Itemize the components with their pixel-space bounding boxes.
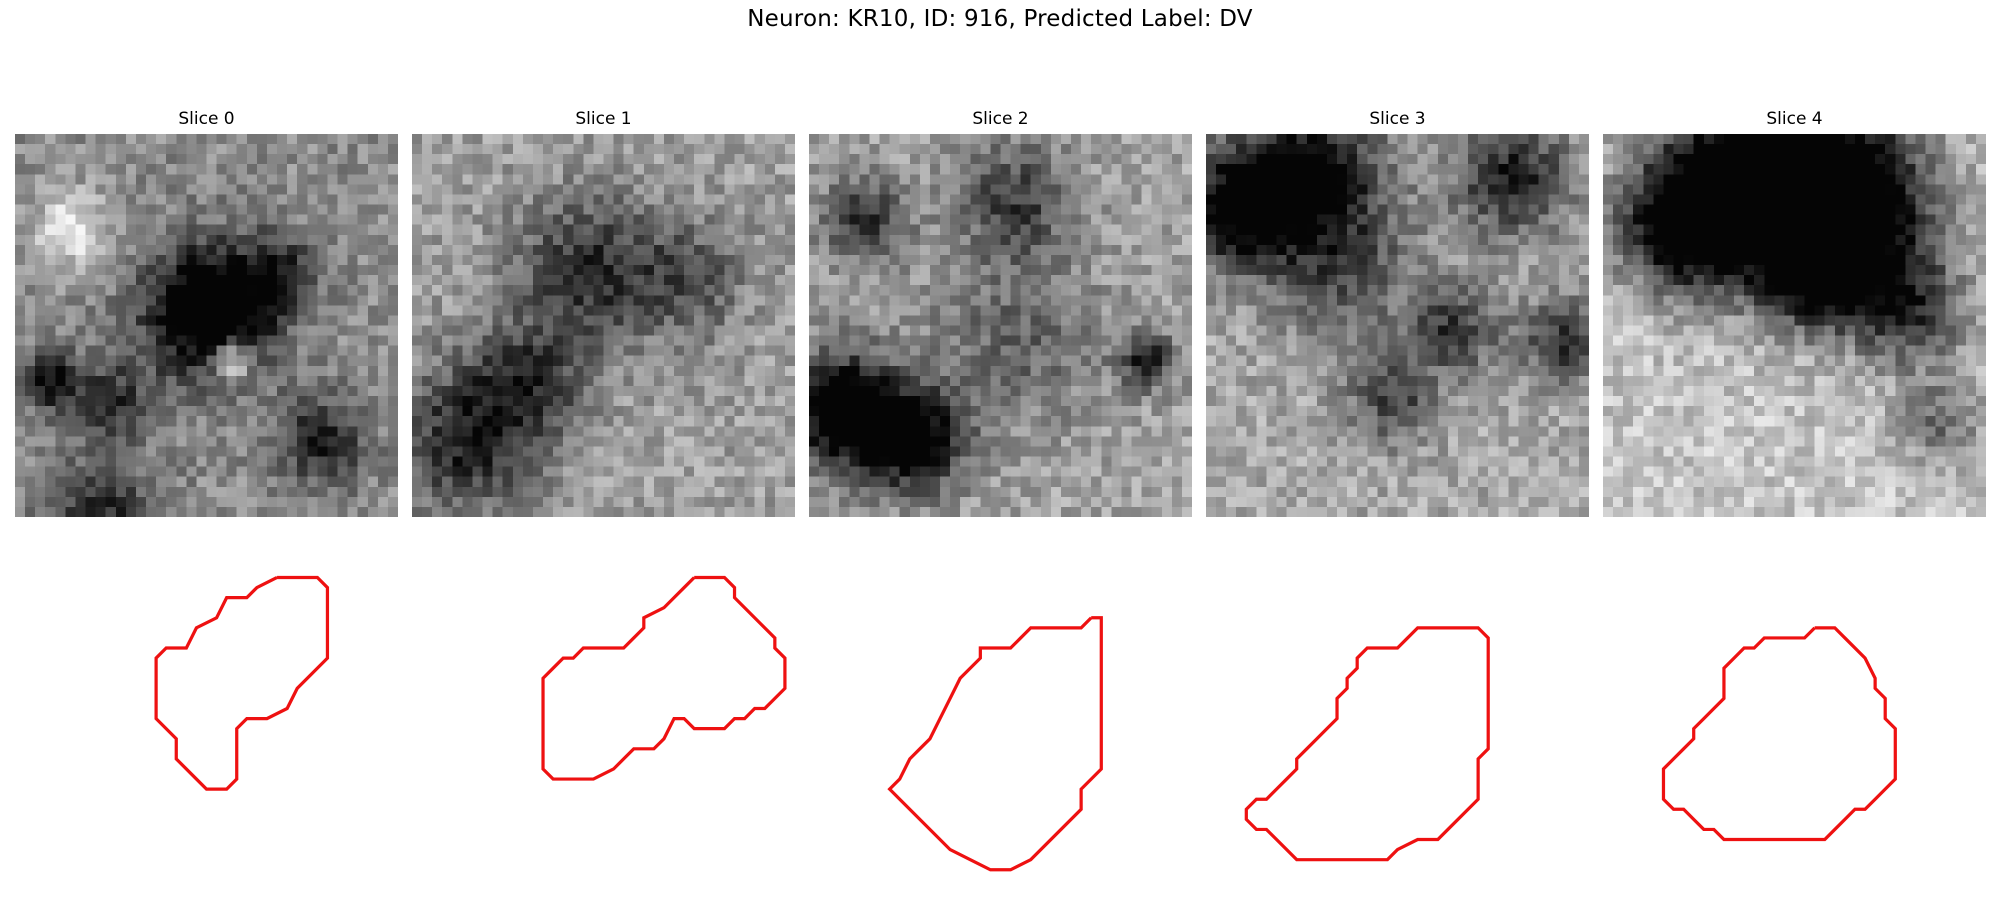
roi-contour: [887, 616, 1103, 872]
slice-image: [809, 134, 1192, 517]
slice-intensity-map: [809, 134, 1192, 517]
slice-panel-2: Slice 2: [809, 108, 1192, 904]
contour-overlay: [541, 575, 787, 781]
slice-title: Slice 0: [178, 109, 235, 129]
slice-image: [15, 134, 398, 517]
roi-contour: [1661, 626, 1897, 842]
slice-title: Slice 1: [575, 109, 632, 129]
roi-contour: [1244, 626, 1490, 862]
slice-image: [1206, 134, 1589, 517]
slice-intensity-map: [1206, 134, 1589, 517]
contour-overlay: [1661, 626, 1897, 842]
contour-overlay: [1244, 626, 1490, 862]
slice-intensity-map: [1603, 134, 1986, 517]
slice-image: [1603, 134, 1986, 517]
slice-panel-3: Slice 3: [1206, 108, 1589, 904]
roi-contour: [541, 575, 787, 781]
contour-overlay: [154, 575, 330, 791]
slice-title: Slice 4: [1766, 109, 1823, 129]
slice-intensity-map: [15, 134, 398, 517]
contour-overlay: [887, 616, 1103, 872]
slice-title: Slice 2: [972, 109, 1029, 129]
slice-panel-1: Slice 1: [412, 108, 795, 904]
slice-image: [412, 134, 795, 517]
slice-intensity-map: [412, 134, 795, 517]
slice-title: Slice 3: [1369, 109, 1426, 129]
slice-panel-4: Slice 4: [1603, 108, 1986, 904]
figure-title: Neuron: KR10, ID: 916, Predicted Label: …: [747, 6, 1253, 32]
slice-panel-0: Slice 0: [15, 108, 398, 904]
roi-contour: [154, 575, 330, 791]
